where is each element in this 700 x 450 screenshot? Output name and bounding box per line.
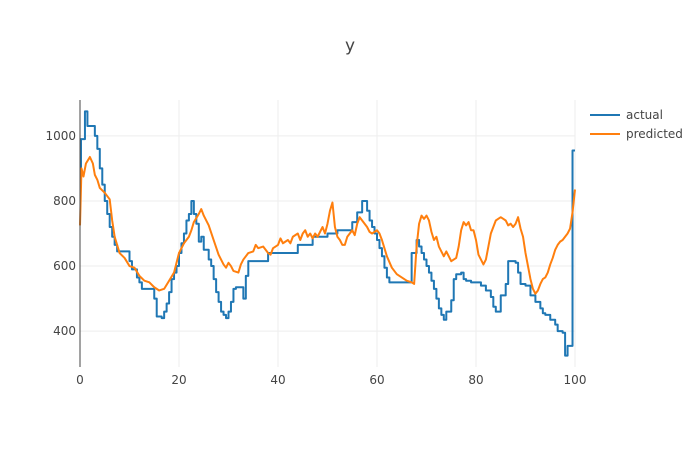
x-tick-label: 80 [468, 373, 483, 387]
legend-item-predicted[interactable]: predicted [590, 127, 683, 141]
y-tick-label: 600 [53, 259, 76, 273]
chart-title: y [345, 36, 355, 56]
legend-label: actual [626, 108, 663, 122]
series-line-predicted [79, 155, 576, 295]
y-tick-label: 400 [53, 324, 76, 338]
series-line-actual [79, 110, 575, 357]
legend[interactable]: actual predicted [590, 108, 683, 141]
x-tick-label: 60 [369, 373, 384, 387]
y-tick-label: 1000 [45, 129, 76, 143]
gridlines [80, 100, 576, 367]
x-tick-label: 0 [76, 373, 84, 387]
y-tick-label: 800 [53, 194, 76, 208]
x-tick-label: 100 [564, 373, 587, 387]
axes: 0 20 40 60 80 100 400 600 800 1000 [45, 100, 586, 387]
legend-item-actual[interactable]: actual [590, 108, 663, 122]
plot-area [79, 110, 576, 357]
legend-label: predicted [626, 127, 683, 141]
x-tick-label: 40 [270, 373, 285, 387]
x-tick-label: 20 [171, 373, 186, 387]
